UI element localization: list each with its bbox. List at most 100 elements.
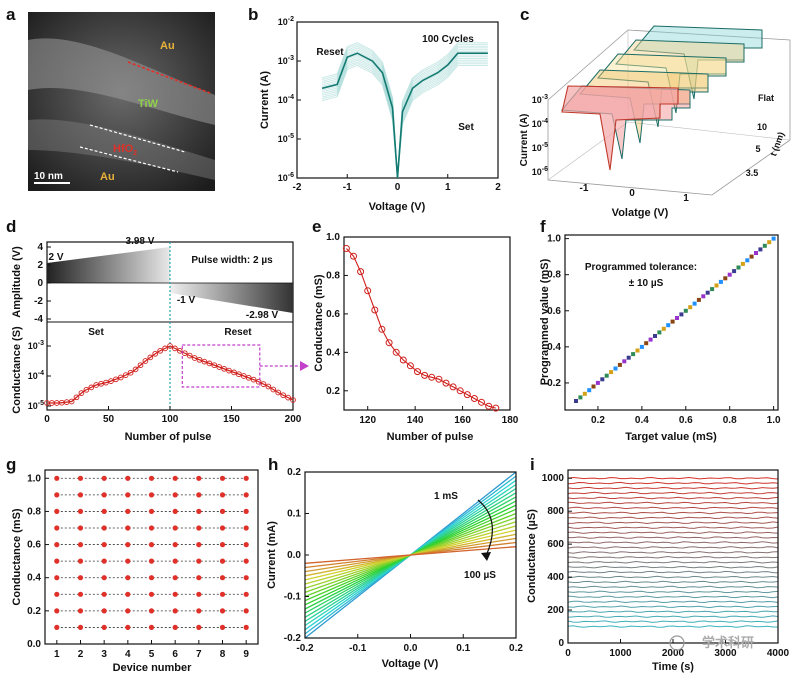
y-tick-label: 200 <box>547 605 564 616</box>
data-point <box>357 268 365 276</box>
device-point <box>172 475 178 481</box>
panel-f-letter: f <box>540 217 546 236</box>
device-point <box>172 492 178 498</box>
cycle-trace <box>321 63 488 179</box>
conductance-point <box>240 373 247 379</box>
reset-annotation: Reset <box>316 47 344 58</box>
programmed-point <box>762 243 767 248</box>
device-point <box>54 575 60 581</box>
x-tick-label: 2000 <box>662 648 685 659</box>
device-point <box>125 492 131 498</box>
x-axis-label: Number of pulse <box>125 431 212 443</box>
zoom-arrow-head <box>300 361 309 371</box>
programmed-point <box>604 373 609 378</box>
panel-c-letter: c <box>520 5 529 24</box>
data-point <box>456 387 464 395</box>
y-tick-label: 400 <box>547 572 564 583</box>
y-tick-label-exp: -6 <box>542 166 548 173</box>
conductance-point <box>176 347 183 354</box>
y-axis-label: Programmed value (mS) <box>539 258 551 385</box>
programmed-point <box>661 326 666 331</box>
retention-trace <box>567 605 779 609</box>
device-point <box>219 542 226 548</box>
x-tick-label: 2 <box>495 182 501 193</box>
y-tick-label: 0.2 <box>326 386 340 397</box>
programmed-point <box>718 279 723 284</box>
panel-e-letter: e <box>312 217 321 236</box>
reset-ramp <box>170 283 293 313</box>
device-point <box>148 475 155 481</box>
panel-f: f 0.2 0.4 0.6 0.8 1.0 0.2 0.4 0.6 0.8 1.0 Target v… <box>539 217 781 443</box>
programmed-point <box>670 319 675 324</box>
device-point <box>219 492 226 498</box>
tolerance-annotation: Programmed tolerance: <box>585 262 697 273</box>
x-tick-label: -1 <box>580 183 589 194</box>
x-tick-label: 7 <box>196 649 202 660</box>
panel-a-letter: a <box>6 5 16 24</box>
programmed-point <box>692 301 697 306</box>
device-point <box>77 492 84 498</box>
device-point <box>77 624 84 631</box>
conductance-point <box>172 345 178 352</box>
x-tick-label: 1.0 <box>767 415 781 426</box>
conductance-point <box>186 352 193 359</box>
y-tick-label: 1000 <box>542 473 565 484</box>
device-point <box>54 558 60 564</box>
retention-trace <box>567 590 779 594</box>
data-point <box>342 245 350 252</box>
device-point <box>243 591 249 597</box>
x-tick-label: 100 <box>162 414 179 425</box>
device-point <box>172 525 178 531</box>
retention-trace <box>568 536 779 539</box>
x-tick-label: 120 <box>359 415 376 426</box>
device-point <box>243 558 249 564</box>
conductance-point <box>290 397 296 403</box>
conductance-point <box>196 356 203 363</box>
programmed-point <box>578 395 583 400</box>
device-point <box>125 575 131 581</box>
y-tick-label-base: 10 <box>532 95 542 105</box>
retention-trace <box>567 610 778 614</box>
retention-trace <box>567 476 779 480</box>
watermark-icon <box>669 635 685 651</box>
y-tick-label: 2 <box>37 260 43 271</box>
y-tick-label: 10-3 <box>278 55 294 66</box>
programmed-point <box>639 344 644 349</box>
panel-i: i 0 1000 2000 3000 4000 0 200 400 600 800 1000 Time… <box>526 455 790 673</box>
x-axis-label: Device number <box>113 662 193 674</box>
data-point <box>385 339 393 347</box>
y-tick-label: 0.2 <box>27 606 41 617</box>
device-point <box>219 475 226 481</box>
y-tick-label: 4 <box>37 242 43 253</box>
reset-label: Reset <box>224 327 252 338</box>
retention-trace <box>567 600 779 604</box>
conductance-point <box>231 369 237 376</box>
device-point <box>243 525 249 531</box>
conductance-point <box>206 360 213 367</box>
programmed-point <box>653 334 657 338</box>
panel-d-letter: d <box>6 217 16 236</box>
programmed-point <box>727 272 732 277</box>
conductance-point <box>245 374 252 381</box>
x-tick-label: 0.6 <box>679 415 693 426</box>
set-ramp <box>47 247 170 283</box>
panel-b-letter: b <box>248 5 258 24</box>
y-tick-label: 0.4 <box>27 573 41 584</box>
x-tick-label: 9 <box>243 649 249 660</box>
y-tick-label-base: 10 <box>532 119 542 129</box>
iv-curve <box>321 52 488 179</box>
device-point <box>219 608 226 614</box>
zoom-box <box>181 344 261 388</box>
programmed-point <box>574 399 578 403</box>
data-point <box>492 404 500 412</box>
y-tick-label: 1.0 <box>547 234 561 245</box>
programmed-point <box>591 384 596 389</box>
device-point <box>101 525 107 531</box>
programmed-point <box>595 380 600 385</box>
conductance-point <box>117 374 124 381</box>
annotation-398v: 3.98 V <box>126 236 155 247</box>
device-point <box>172 575 178 581</box>
conductance-point <box>280 392 287 399</box>
